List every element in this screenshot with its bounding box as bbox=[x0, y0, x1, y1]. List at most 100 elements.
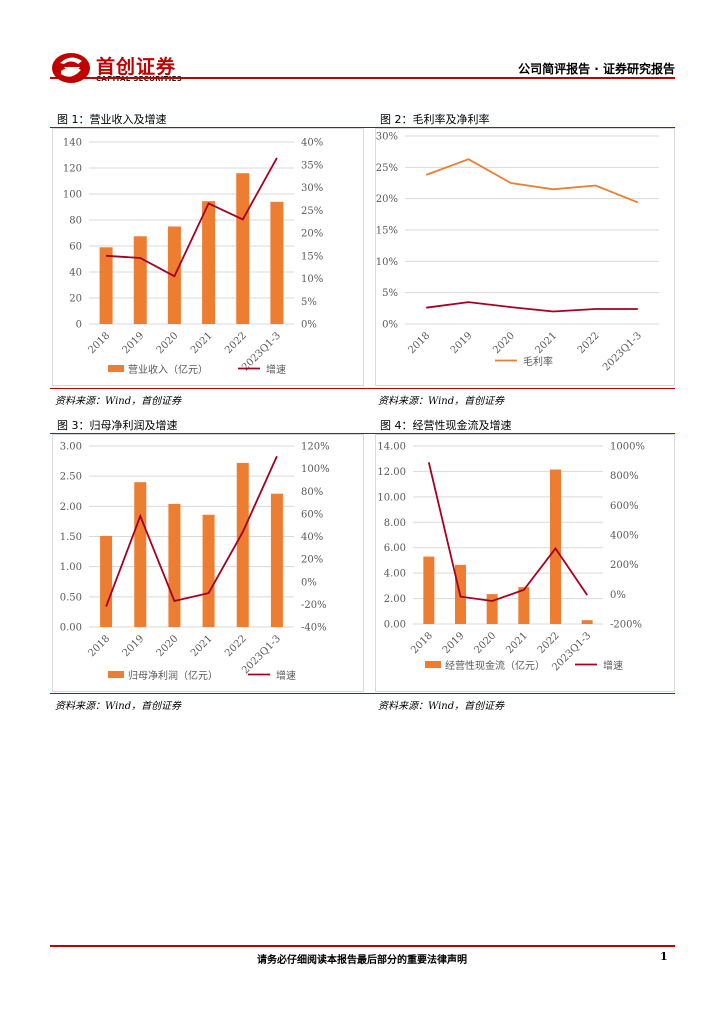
y-right-tick-label: 400% bbox=[610, 531, 639, 542]
y-right-tick-label: -200% bbox=[610, 620, 642, 631]
y-left-tick-label: 30% bbox=[376, 132, 398, 143]
bar-2018 bbox=[423, 556, 435, 624]
y-left-tick-label: 4.00 bbox=[384, 569, 406, 580]
figure-3-title: 图 3：归母净利润及增速 bbox=[57, 419, 178, 432]
bar-2022 bbox=[550, 469, 561, 624]
y-right-tick-label: 800% bbox=[610, 471, 639, 482]
y-right-tick-label: 40% bbox=[301, 532, 323, 543]
figure-2-title: 图 2：毛利率及净利率 bbox=[380, 113, 490, 126]
bar-2023Q1-3 bbox=[270, 493, 283, 627]
row2-bottom-rule bbox=[50, 693, 675, 694]
bar-2021 bbox=[518, 587, 530, 624]
legend-swatch-bar bbox=[108, 671, 124, 678]
series-line-1 bbox=[426, 301, 638, 313]
bar-2021 bbox=[202, 201, 216, 324]
y-left-tick-label: 5% bbox=[382, 288, 398, 299]
y-left-tick-label: 14.00 bbox=[377, 442, 406, 453]
y-left-tick-label: 0 bbox=[76, 320, 82, 331]
y-left-tick-label: 40 bbox=[69, 268, 82, 279]
y-left-tick-label: 12.00 bbox=[377, 467, 406, 478]
y-right-tick-label: 120% bbox=[301, 442, 330, 453]
y-left-tick-label: 15% bbox=[376, 226, 398, 237]
legend-label: 增速 bbox=[266, 363, 286, 376]
y-left-tick-label: 20% bbox=[376, 194, 398, 205]
y-right-tick-label: 600% bbox=[610, 501, 639, 512]
y-right-tick-label: 1000% bbox=[610, 442, 645, 453]
y-right-tick-label: 0% bbox=[301, 320, 317, 331]
series-line-0 bbox=[106, 157, 278, 278]
figure-2-source: 资料来源：Wind，首创证券 bbox=[378, 396, 505, 407]
series-line-0 bbox=[427, 462, 588, 602]
header-rule bbox=[50, 77, 675, 79]
chart-frame bbox=[375, 128, 675, 386]
doc-type-label: 公司简评报告 · 证券研究报告 bbox=[518, 62, 675, 76]
y-left-tick-label: 10.00 bbox=[377, 492, 406, 503]
bar-2020 bbox=[486, 594, 498, 624]
company-logo-icon bbox=[52, 53, 90, 83]
page-number: 1 bbox=[660, 950, 668, 963]
figure-1-source: 资料来源：Wind，首创证券 bbox=[55, 396, 182, 407]
y-left-tick-label: 0.00 bbox=[60, 623, 82, 634]
logo-cn-text: 首创证券 bbox=[96, 56, 177, 78]
y-right-tick-label: 15% bbox=[301, 251, 323, 262]
chart-revenue-growth: 0 20 40 60 80 100 120 140 0% 5% 10% 15% 20% 25% 30% 35%… bbox=[52, 128, 364, 386]
series-line-0 bbox=[425, 158, 639, 204]
y-left-tick-label: 2.50 bbox=[60, 472, 82, 483]
y-left-tick-label: 1.00 bbox=[60, 562, 82, 573]
bar-2022 bbox=[236, 173, 250, 324]
y-left-tick-label: 120 bbox=[63, 164, 82, 175]
bar-2022 bbox=[236, 462, 249, 627]
y-right-tick-label: 35% bbox=[301, 160, 323, 171]
chart-net-profit-growth: 0.00 0.50 1.00 1.50 2.00 2.50 3.00 -40% -20% 0% 20… bbox=[52, 434, 364, 692]
y-right-tick-label: 80% bbox=[301, 487, 323, 498]
legend-label: 归母净利润（亿元） bbox=[128, 669, 218, 682]
chart-margins: 0%5%10%15%20%25%30%2018 2019 2020 2021 2022 2… bbox=[375, 128, 675, 386]
y-left-tick-label: 2.00 bbox=[60, 502, 82, 513]
y-left-tick-label: 100 bbox=[63, 190, 82, 201]
y-right-tick-label: 20% bbox=[301, 555, 323, 566]
legend-label: 增速 bbox=[603, 659, 623, 672]
y-right-tick-label: 10% bbox=[301, 274, 323, 285]
y-left-tick-label: 25% bbox=[376, 163, 398, 174]
y-right-tick-label: 60% bbox=[301, 509, 323, 520]
y-right-tick-label: 100% bbox=[301, 464, 330, 475]
legend-label: 增速 bbox=[276, 669, 296, 682]
y-right-tick-label: 0% bbox=[610, 590, 626, 601]
footer-rule bbox=[50, 945, 675, 947]
y-right-tick-label: 200% bbox=[610, 560, 639, 571]
row2-top-rule bbox=[50, 433, 675, 434]
legend-swatch-bar bbox=[108, 365, 124, 372]
y-left-tick-label: 60 bbox=[69, 242, 82, 253]
y-right-tick-label: 25% bbox=[301, 206, 323, 217]
row1-top-rule bbox=[50, 127, 675, 128]
footer-disclaimer: 请务必仔细阅读本报告最后部分的重要法律声明 bbox=[257, 955, 467, 966]
series-line-0 bbox=[105, 455, 278, 607]
y-right-tick-label: -20% bbox=[301, 600, 327, 611]
bar-2023Q1-3 bbox=[270, 201, 284, 324]
figure-4-source: 资料来源：Wind，首创证券 bbox=[378, 701, 505, 712]
bar-2019 bbox=[133, 236, 147, 324]
y-left-tick-label: 6.00 bbox=[384, 543, 406, 554]
bar-2018 bbox=[99, 247, 113, 324]
bar-2018 bbox=[100, 535, 113, 627]
legend-swatch-bar bbox=[425, 661, 441, 668]
y-left-tick-label: 3.00 bbox=[60, 442, 82, 453]
legend-label: 营业收入（亿元） bbox=[128, 363, 208, 376]
figure-3-source: 资料来源：Wind，首创证券 bbox=[55, 701, 182, 712]
row1-bottom-rule bbox=[50, 388, 675, 389]
chart-operating-cashflow: 0.00 2.00 4.00 6.00 8.00 10.00 12.00 14.00 -200%… bbox=[375, 434, 675, 692]
y-left-tick-label: 0.00 bbox=[384, 620, 406, 631]
figure-1-title: 图 1：营业收入及增速 bbox=[57, 113, 167, 126]
y-left-tick-label: 1.50 bbox=[60, 532, 82, 543]
figure-4-title: 图 4：经营性现金流及增速 bbox=[380, 419, 512, 432]
bar-2020 bbox=[168, 503, 181, 627]
y-left-tick-label: 80 bbox=[69, 216, 82, 227]
y-right-tick-label: 20% bbox=[301, 229, 323, 240]
y-left-tick-label: 140 bbox=[63, 138, 82, 149]
bar-2023Q1-3 bbox=[581, 620, 593, 624]
logo-en-text: CAPITAL SECURITIES bbox=[96, 75, 183, 83]
y-left-tick-label: 20 bbox=[69, 294, 82, 305]
y-left-tick-label: 8.00 bbox=[384, 518, 406, 529]
y-right-tick-label: 30% bbox=[301, 183, 323, 194]
legend-label: 毛利率 bbox=[523, 355, 553, 368]
